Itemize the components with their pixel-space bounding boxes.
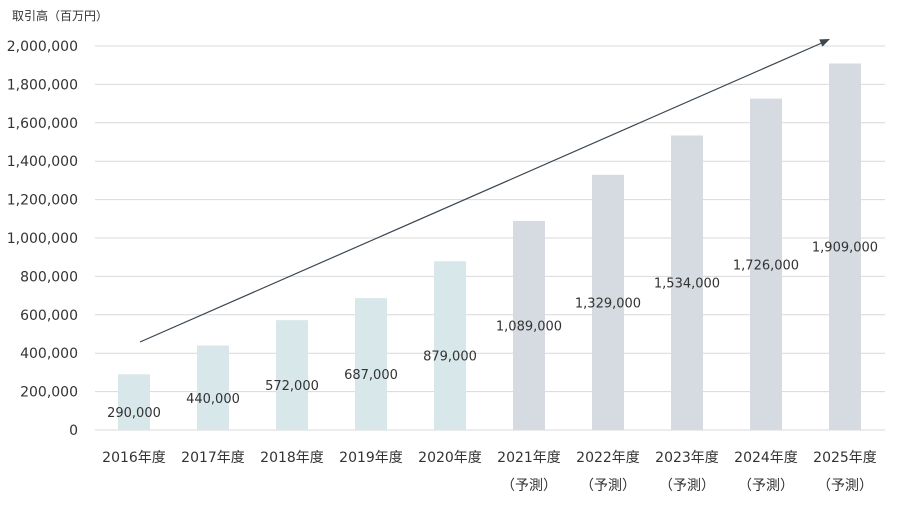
trend-arrow-head xyxy=(819,39,830,47)
category-label: 2023年度 xyxy=(655,450,719,466)
data-label: 572,000 xyxy=(265,379,319,394)
y-tick-label: 200,000 xyxy=(20,385,78,401)
bar xyxy=(197,345,229,430)
bar xyxy=(434,261,466,430)
forecast-label: （予測） xyxy=(817,478,873,494)
data-label: 1,089,000 xyxy=(496,319,562,334)
y-tick-label: 400,000 xyxy=(20,346,78,362)
category-label: 2024年度 xyxy=(734,450,798,466)
bars xyxy=(118,63,861,431)
y-tick-labels: 0 200,000 400,000 600,000 800,000 1,000,000 1,… xyxy=(7,39,78,439)
y-tick-label: 600,000 xyxy=(20,308,78,324)
category-label: 2016年度 xyxy=(102,450,166,466)
data-label: 440,000 xyxy=(186,392,240,407)
category-label: 2021年度 xyxy=(497,450,561,466)
data-label: 1,329,000 xyxy=(575,296,641,311)
y-tick-label: 800,000 xyxy=(20,269,78,285)
y-tick-label: 1,000,000 xyxy=(7,231,78,247)
data-label: 1,726,000 xyxy=(733,258,799,273)
data-label: 687,000 xyxy=(344,368,398,383)
category-label: 2018年度 xyxy=(260,450,324,466)
bar xyxy=(829,63,861,431)
trend-arrow-line xyxy=(139,41,825,343)
category-labels: 2016年度 2017年度 2018年度 2019年度 2020年度 2021年度 （予測）… xyxy=(102,450,877,494)
bar xyxy=(671,135,703,431)
data-label: 290,000 xyxy=(107,406,161,421)
category-label: 2020年度 xyxy=(418,450,482,466)
forecast-label: （予測） xyxy=(659,478,715,494)
data-label: 1,909,000 xyxy=(812,241,878,256)
data-label: 879,000 xyxy=(423,350,477,365)
forecast-label: （予測） xyxy=(738,478,794,494)
category-label: 2022年度 xyxy=(576,450,640,466)
forecast-label: （予測） xyxy=(501,478,557,494)
forecast-label: （予測） xyxy=(580,478,636,494)
bar xyxy=(513,220,545,430)
bar xyxy=(355,298,387,430)
bar xyxy=(750,98,782,430)
y-tick-label: 1,800,000 xyxy=(7,77,78,93)
bar xyxy=(276,320,308,430)
data-label: 1,534,000 xyxy=(654,277,720,292)
y-axis-label: 取引高（百万円） xyxy=(12,8,108,23)
trend-arrow xyxy=(139,39,830,343)
bar xyxy=(592,174,624,430)
bar xyxy=(118,374,150,430)
y-tick-label: 2,000,000 xyxy=(7,39,78,55)
category-label: 2025年度 xyxy=(813,450,877,466)
category-label: 2017年度 xyxy=(181,450,245,466)
y-tick-label: 0 xyxy=(69,423,78,439)
y-tick-label: 1,200,000 xyxy=(7,193,78,209)
category-label: 2019年度 xyxy=(339,450,403,466)
y-tick-label: 1,400,000 xyxy=(7,154,78,170)
y-tick-label: 1,600,000 xyxy=(7,116,78,132)
data-labels: 290,000 440,000 572,000 687,000 879,000 1,089… xyxy=(107,241,878,421)
